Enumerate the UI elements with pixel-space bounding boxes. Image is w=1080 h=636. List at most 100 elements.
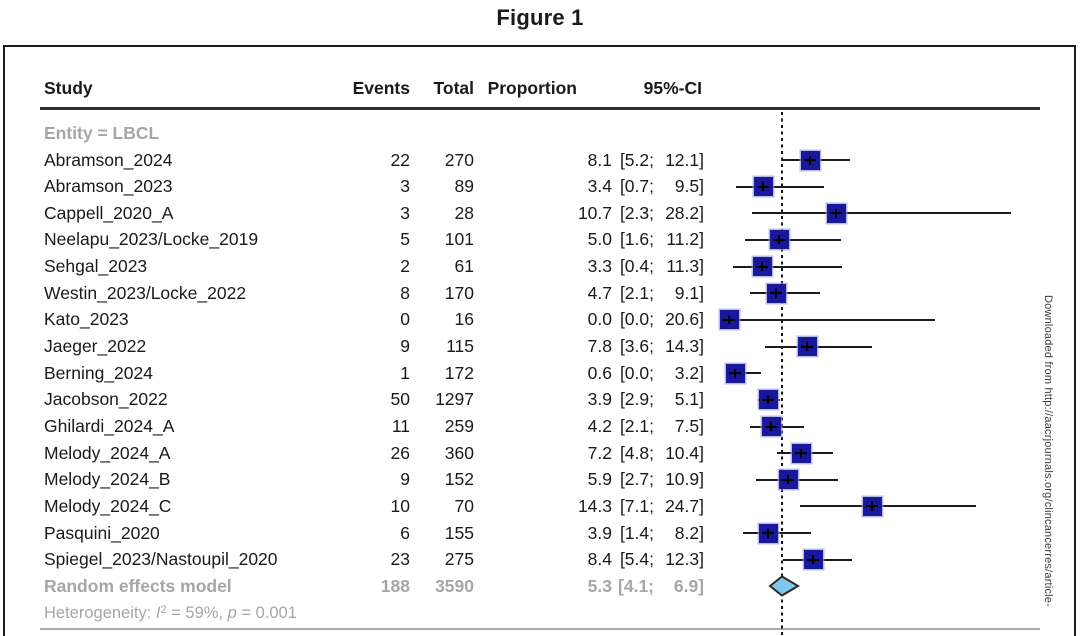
- p-value: = 0.001: [236, 604, 297, 622]
- square-center-marker: [835, 208, 837, 218]
- proportion-value: 5.0: [587, 229, 612, 250]
- ci-value: [1.4; 8.2]: [594, 520, 704, 547]
- square-center-marker: [761, 262, 763, 272]
- ci-lower-bound: [3.6;: [619, 336, 654, 357]
- proportion-value: 3.4: [587, 176, 612, 197]
- ci-upper-bound: 10.4]: [665, 442, 704, 463]
- total-value: 115: [446, 336, 474, 357]
- square-center-marker: [871, 501, 873, 511]
- events-value: 3: [400, 176, 410, 197]
- study-row: Spiegel_2023/Nastoupil_2020 23 275 8.4 [5.4;…: [0, 546, 1080, 573]
- study-row: Pasquini_2020 6 155 3.9 [1.4; 8.2]: [0, 520, 1080, 547]
- total-value: 61: [454, 256, 474, 277]
- square-center-marker: [775, 288, 777, 298]
- ci-line: [752, 212, 1011, 215]
- events-value: 11: [391, 416, 410, 436]
- proportion-value: 7.8: [587, 336, 612, 357]
- study-name: Jaeger_2022: [44, 336, 147, 357]
- ci-line: [765, 345, 872, 348]
- proportion-value: 14.3: [577, 495, 612, 516]
- proportion-value: 3.9: [587, 389, 612, 410]
- total-value: 170: [444, 282, 474, 303]
- study-row: Melody_2024_A 26 360 7.2 [4.8; 10.4]: [0, 440, 1080, 467]
- ci-value: [0.4; 11.3]: [594, 253, 704, 280]
- ci-line: [736, 185, 824, 188]
- study-name: Melody_2024_A: [44, 442, 171, 463]
- study-name: Ghilardi_2024_A: [44, 416, 175, 436]
- ci-upper-bound: 3.2]: [674, 362, 704, 383]
- study-name: Westin_2023/Locke_2022: [44, 282, 247, 303]
- total-value: 101: [444, 229, 474, 250]
- ci-value: [1.6; 11.2]: [594, 226, 704, 253]
- study-row: Abramson_2024 22 270 8.1 [5.2; 12.1]: [0, 147, 1080, 174]
- ci-lower-bound: [2.7;: [619, 469, 654, 490]
- proportion-value: 7.2: [587, 442, 612, 463]
- square-center-marker: [787, 475, 789, 485]
- figure-title: Figure 1: [496, 5, 584, 30]
- heterogeneity-prefix: Heterogeneity:: [44, 604, 156, 622]
- ci-upper-bound: 11.3]: [666, 256, 704, 277]
- total-value: 172: [444, 362, 474, 383]
- ci-value: [0.0; 3.2]: [594, 360, 704, 387]
- square-center-marker: [770, 422, 772, 431]
- header-divider-line: [40, 107, 1040, 110]
- group-label: Entity = LBCL: [44, 122, 160, 143]
- ci-upper-bound: 7.5]: [674, 416, 704, 436]
- ci-lower-bound: [0.7;: [619, 176, 654, 197]
- total-value: 152: [444, 469, 474, 490]
- ci-value: [4.8; 10.4]: [594, 440, 704, 467]
- study-row: Westin_2023/Locke_2022 8 170 4.7 [2.1; 9.1]: [0, 280, 1080, 307]
- events-value: 9: [400, 469, 410, 490]
- square-center-marker: [734, 368, 736, 378]
- events-value: 50: [390, 389, 410, 410]
- events-value: 5: [400, 229, 410, 250]
- plot-frame: [3, 45, 1076, 636]
- study-name: Melody_2024_B: [44, 469, 171, 490]
- events-value: 10: [390, 495, 410, 516]
- square-center-marker: [812, 555, 814, 565]
- proportion-value: 10.7: [577, 202, 612, 223]
- ci-value: [0.0; 20.6]: [594, 306, 704, 333]
- ci-upper-bound: 6.9]: [673, 575, 704, 596]
- events-value: 1: [400, 362, 410, 383]
- study-name: Kato_2023: [44, 309, 129, 330]
- proportion-value: 5.9: [587, 469, 612, 490]
- ci-value: [3.6; 14.3]: [594, 333, 704, 360]
- ci-value: [0.7; 9.5]: [594, 173, 704, 200]
- ci-value: [5.4; 12.3]: [594, 546, 704, 573]
- square-center-marker: [806, 342, 808, 352]
- study-name: Jacobson_2022: [44, 389, 168, 410]
- study-row: Kato_2023 0 16 0.0 [0.0; 20.6]: [0, 306, 1080, 333]
- ci-line: [729, 318, 935, 321]
- events-value: 0: [400, 309, 410, 330]
- ci-line: [745, 238, 841, 241]
- total-value: 28: [454, 202, 474, 223]
- study-name: Abramson_2024: [44, 149, 173, 170]
- column-header-total: Total: [433, 78, 474, 98]
- bottom-divider-line: [40, 628, 1040, 630]
- study-row: Sehgal_2023 2 61 3.3 [0.4; 11.3]: [0, 253, 1080, 280]
- proportion-value: 3.3: [587, 256, 612, 277]
- ci-lower-bound: [0.4;: [619, 256, 654, 277]
- ci-value: [2.7; 10.9]: [594, 466, 704, 493]
- i-squared-exponent: 2: [160, 604, 167, 616]
- group-label-row: Entity = LBCL: [0, 120, 1080, 147]
- square-center-marker: [767, 395, 769, 405]
- ci-upper-bound: 10.9]: [665, 469, 704, 490]
- square-center-marker: [800, 448, 802, 458]
- events-value: 6: [400, 522, 410, 543]
- study-name: Abramson_2023: [44, 176, 173, 197]
- events-value: 8: [400, 282, 410, 303]
- summary-row: Random effects model 188 3590 5.3 [4.1; 6.9]: [0, 573, 1080, 600]
- ci-upper-bound: 9.5]: [674, 176, 704, 197]
- events-value: 188: [380, 575, 410, 596]
- ci-line: [729, 372, 761, 375]
- column-header-ci: 95%-CI: [643, 78, 702, 98]
- study-row: Neelapu_2023/Locke_2019 5 101 5.0 [1.6; 11.2]: [0, 226, 1080, 253]
- study-row: Cappell_2020_A 3 28 10.7 [2.3; 28.2]: [0, 200, 1080, 227]
- ci-value: [2.1; 7.5]: [594, 413, 704, 440]
- p-label: p: [227, 604, 237, 622]
- study-name: Random effects model: [44, 575, 232, 596]
- square-center-marker: [778, 235, 780, 245]
- column-header-study: Study: [44, 78, 93, 98]
